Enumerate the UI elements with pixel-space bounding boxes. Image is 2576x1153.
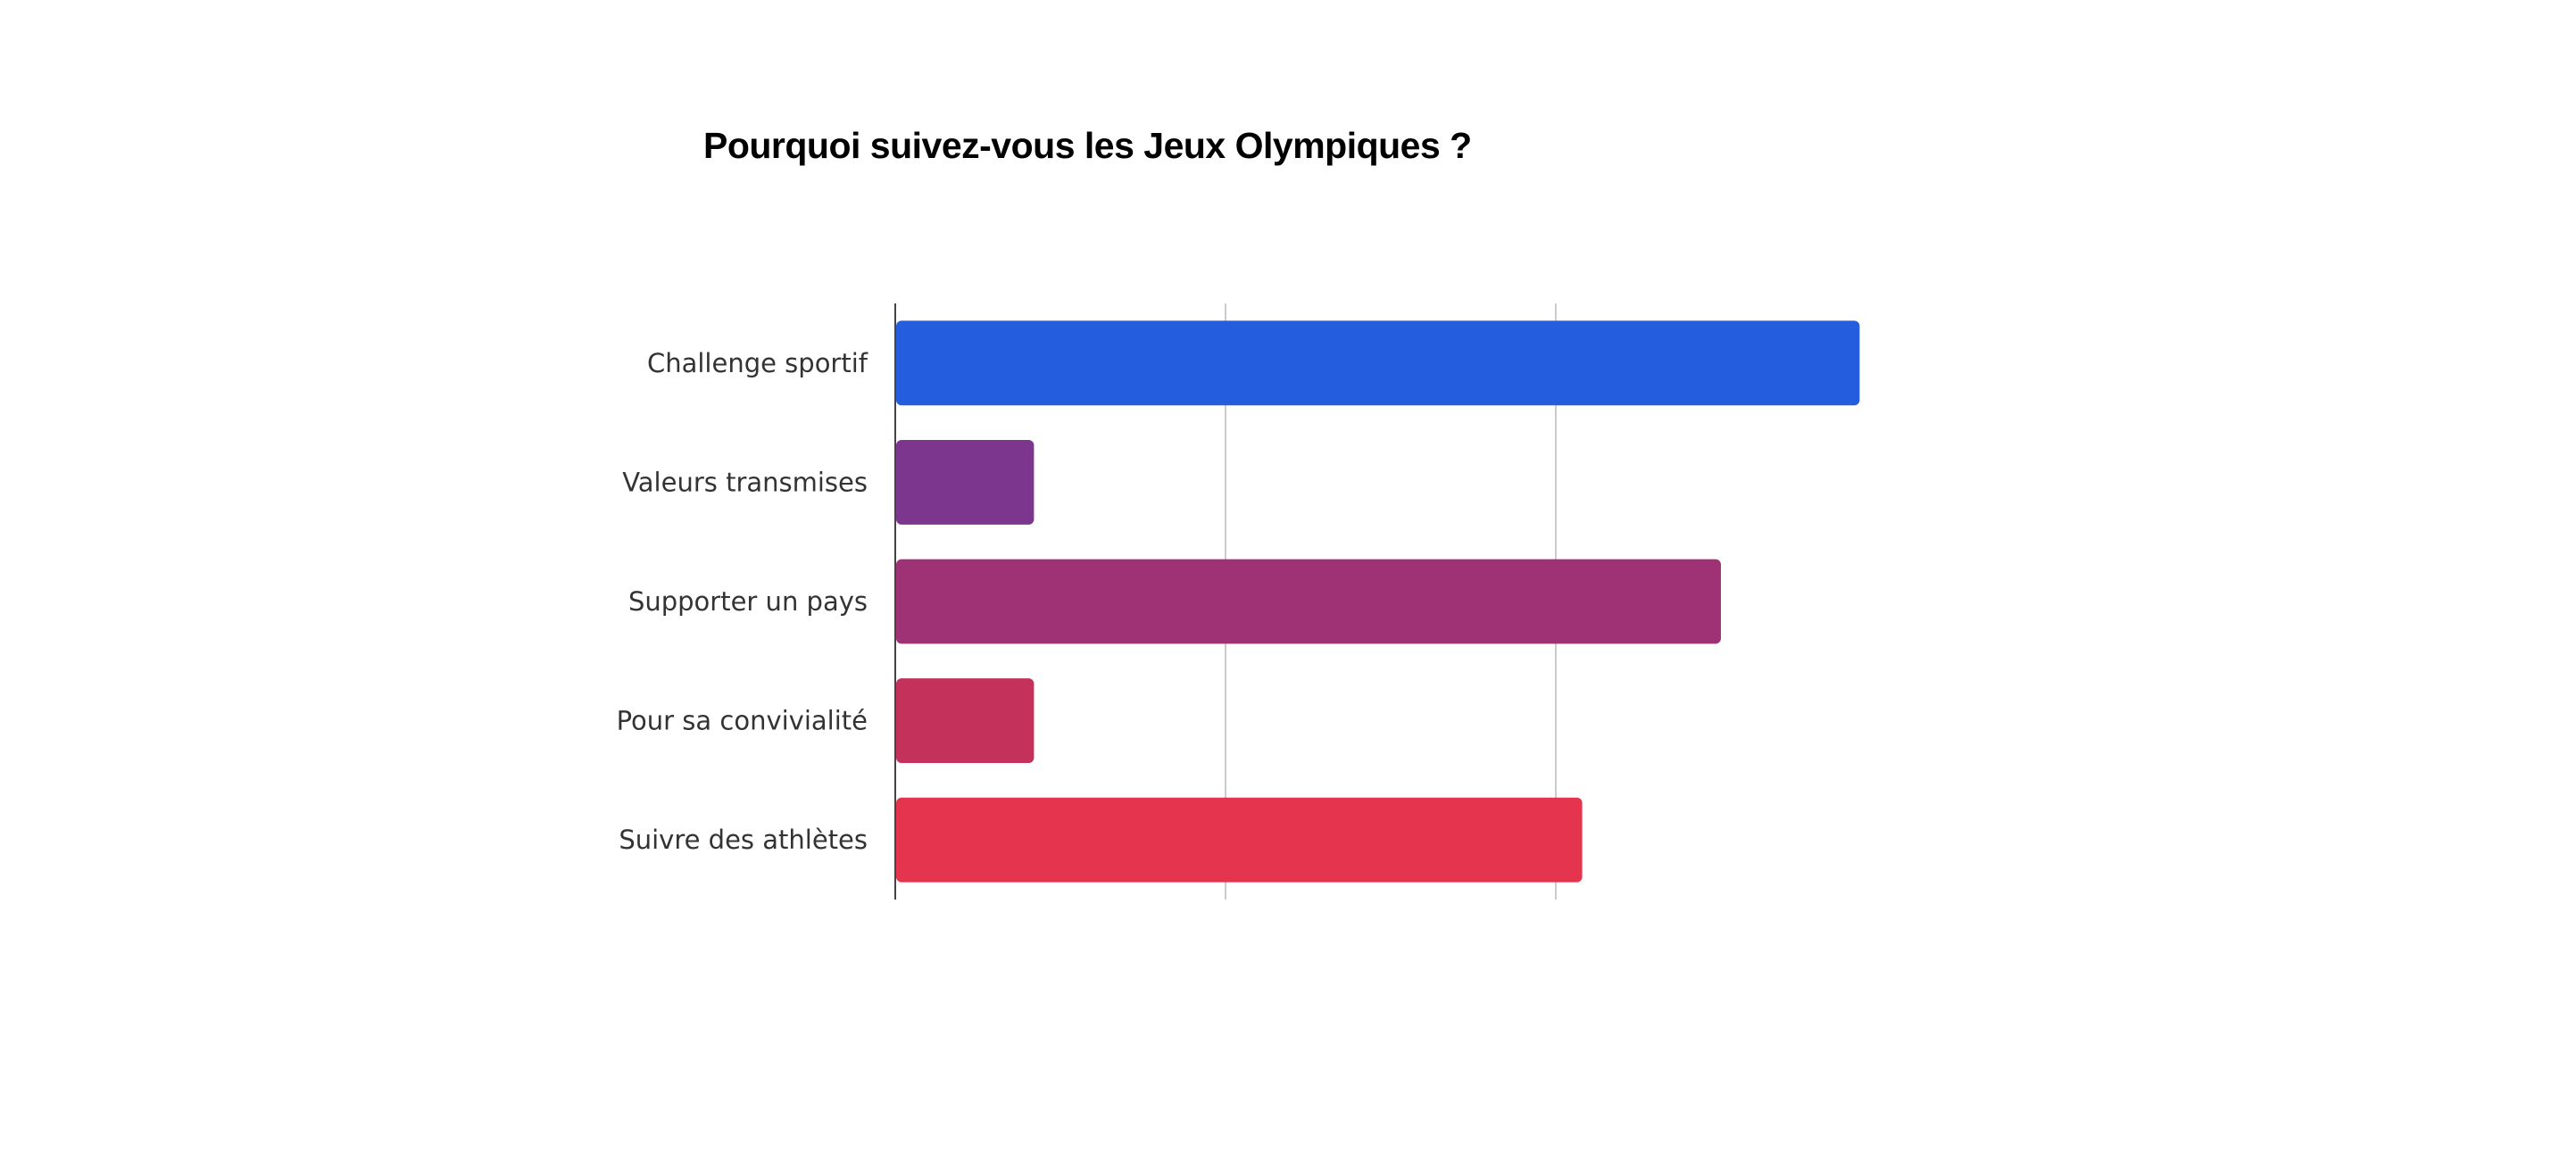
category-label: Suivre des athlètes bbox=[619, 825, 868, 855]
bar-5 bbox=[896, 797, 1583, 883]
category-labels: Challenge sportif Valeurs transmises Suppo… bbox=[617, 348, 868, 855]
bar-1 bbox=[896, 320, 1860, 406]
category-label: Supporter un pays bbox=[628, 586, 868, 617]
category-label: Pour sa convivialité bbox=[617, 706, 868, 736]
category-label: Challenge sportif bbox=[647, 348, 868, 378]
bars bbox=[896, 320, 1860, 883]
chart-title: Pourquoi suivez-vous les Jeux Olympiques… bbox=[703, 125, 1472, 166]
category-label: Valeurs transmises bbox=[622, 467, 868, 497]
bar-4 bbox=[896, 678, 1035, 764]
bar-3 bbox=[896, 559, 1721, 644]
bar-2 bbox=[896, 439, 1035, 525]
